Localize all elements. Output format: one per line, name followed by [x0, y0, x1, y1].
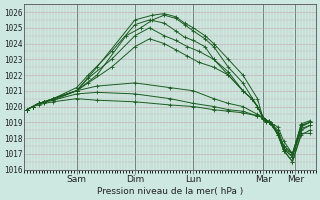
X-axis label: Pression niveau de la mer( hPa ): Pression niveau de la mer( hPa ): [97, 187, 243, 196]
